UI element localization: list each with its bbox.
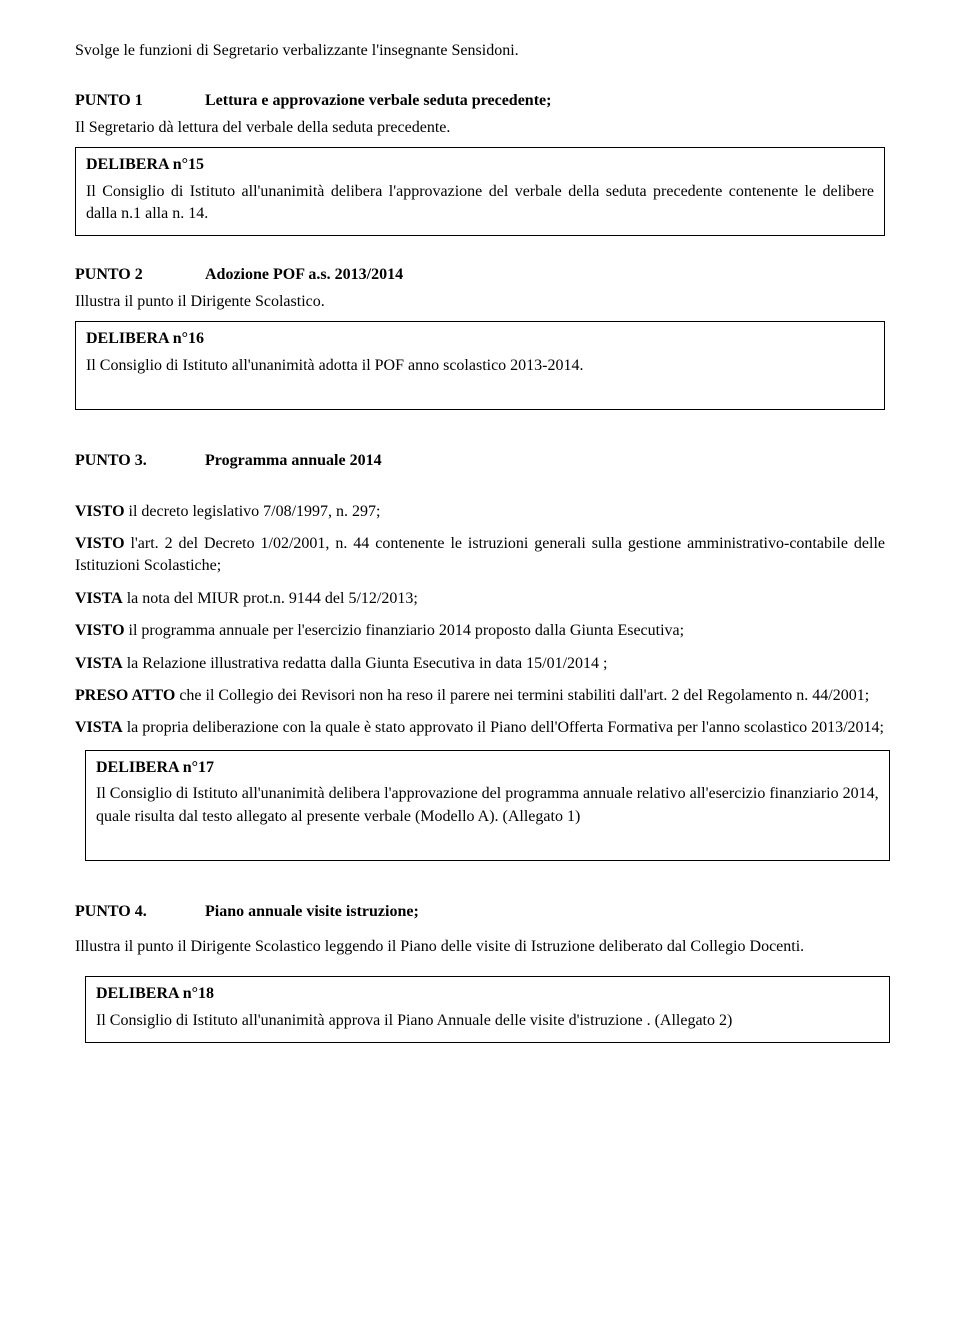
visto-1-rest: il decreto legislativo 7/08/1997, n. 297… — [125, 503, 381, 520]
delibera-17-title: DELIBERA n°17 — [96, 757, 879, 779]
delibera-16-title: DELIBERA n°16 — [86, 328, 874, 350]
delibera-16-body: Il Consiglio di Istituto all'unanimità a… — [86, 355, 874, 377]
punto3-title: Programma annuale 2014 — [205, 450, 382, 472]
punto1-title: Lettura e approvazione verbale seduta pr… — [205, 90, 551, 112]
preso-atto-bold: PRESO ATTO — [75, 687, 175, 704]
punto4-label: PUNTO 4. — [75, 901, 205, 923]
vista-3-bold: VISTA — [75, 590, 123, 607]
vista-5-bold: VISTA — [75, 655, 123, 672]
vista-5: VISTA la Relazione illustrativa redatta … — [75, 653, 885, 675]
punto1-body: Il Segretario dà lettura del verbale del… — [75, 117, 885, 139]
visto-2-bold: VISTO — [75, 535, 125, 552]
delibera-18-title: DELIBERA n°18 — [96, 983, 879, 1005]
punto3-label: PUNTO 3. — [75, 450, 205, 472]
opening-text: Svolge le funzioni di Segretario verbali… — [75, 40, 885, 62]
preso-atto: PRESO ATTO che il Collegio dei Revisori … — [75, 685, 885, 707]
delibera-18-body: Il Consiglio di Istituto all'unanimità a… — [96, 1010, 879, 1032]
visto-1: VISTO il decreto legislativo 7/08/1997, … — [75, 501, 885, 523]
delibera-18-box: DELIBERA n°18 Il Consiglio di Istituto a… — [85, 976, 890, 1043]
punto4-title: Piano annuale visite istruzione; — [205, 901, 419, 923]
vista-7-rest: la propria deliberazione con la quale è … — [123, 719, 884, 736]
visto-4-bold: VISTO — [75, 622, 125, 639]
punto2-heading: PUNTO 2 Adozione POF a.s. 2013/2014 — [75, 264, 885, 286]
punto1-heading: PUNTO 1 Lettura e approvazione verbale s… — [75, 90, 885, 112]
delibera-17-body: Il Consiglio di Istituto all'unanimità d… — [96, 783, 879, 828]
visto-4-rest: il programma annuale per l'esercizio fin… — [125, 622, 685, 639]
delibera-15-body: Il Consiglio di Istituto all'unanimità d… — [86, 181, 874, 226]
delibera-15-title: DELIBERA n°15 — [86, 154, 874, 176]
punto2-body: Illustra il punto il Dirigente Scolastic… — [75, 291, 885, 313]
vista-5-rest: la Relazione illustrativa redatta dalla … — [123, 655, 608, 672]
vista-7: VISTA la propria deliberazione con la qu… — [75, 717, 885, 739]
punto4-heading: PUNTO 4. Piano annuale visite istruzione… — [75, 901, 885, 923]
visto-2-rest: l'art. 2 del Decreto 1/02/2001, n. 44 co… — [75, 535, 885, 574]
punto3-heading: PUNTO 3. Programma annuale 2014 — [75, 450, 885, 472]
visto-1-bold: VISTO — [75, 503, 125, 520]
vista-7-bold: VISTA — [75, 719, 123, 736]
delibera-17-box: DELIBERA n°17 Il Consiglio di Istituto a… — [85, 750, 890, 862]
punto2-label: PUNTO 2 — [75, 264, 205, 286]
punto1-label: PUNTO 1 — [75, 90, 205, 112]
preso-atto-rest: che il Collegio dei Revisori non ha reso… — [175, 687, 869, 704]
delibera-15-box: DELIBERA n°15 Il Consiglio di Istituto a… — [75, 147, 885, 236]
delibera-16-box: DELIBERA n°16 Il Consiglio di Istituto a… — [75, 321, 885, 410]
punto4-body: Illustra il punto il Dirigente Scolastic… — [75, 936, 885, 958]
vista-3: VISTA la nota del MIUR prot.n. 9144 del … — [75, 588, 885, 610]
visto-2: VISTO l'art. 2 del Decreto 1/02/2001, n.… — [75, 533, 885, 578]
visto-4: VISTO il programma annuale per l'eserciz… — [75, 620, 885, 642]
vista-3-rest: la nota del MIUR prot.n. 9144 del 5/12/2… — [123, 590, 418, 607]
punto2-title: Adozione POF a.s. 2013/2014 — [205, 264, 403, 286]
